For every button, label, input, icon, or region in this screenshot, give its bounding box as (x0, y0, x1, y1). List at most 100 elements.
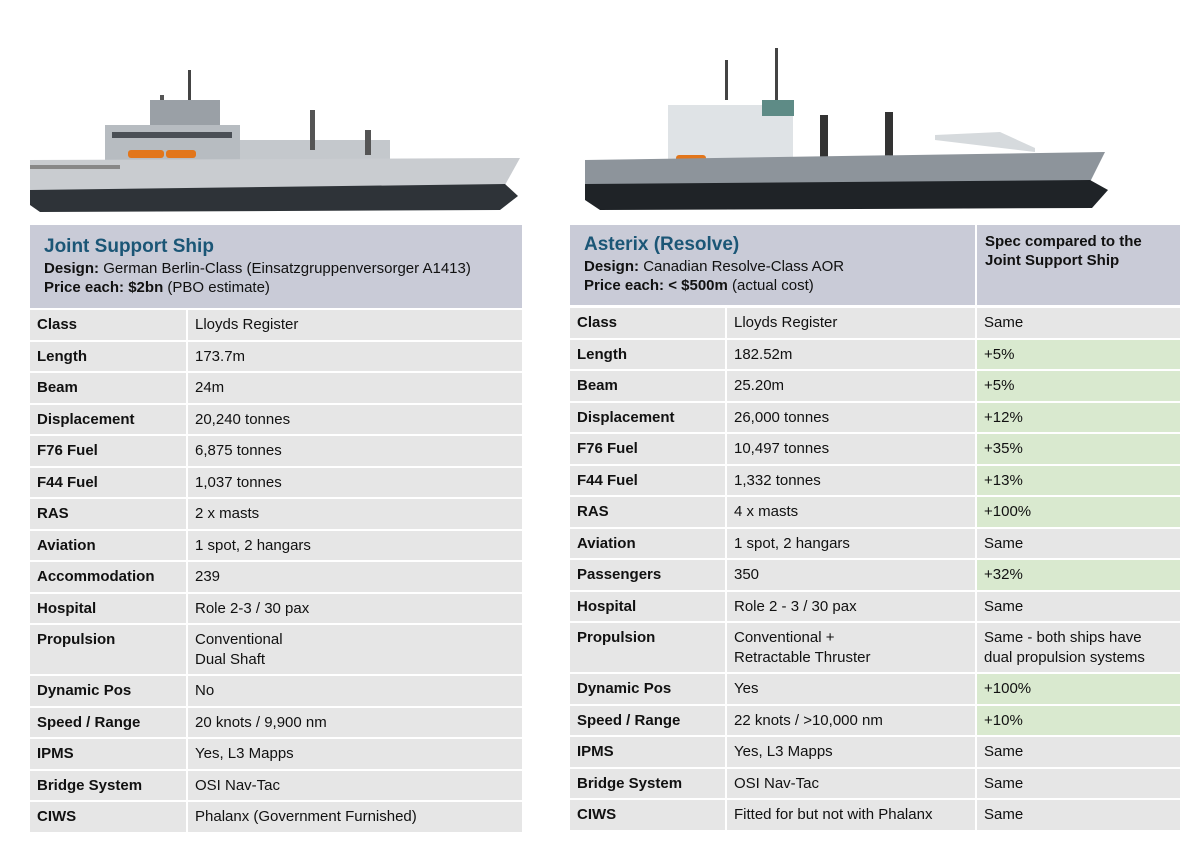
spec-label: IPMS (30, 739, 186, 769)
spec-label: F76 Fuel (30, 436, 186, 466)
comparison: +5% (977, 339, 1180, 369)
spec-row: Dynamic Pos Yes +100% (570, 674, 1180, 704)
price-line: Price each: < $500m (actual cost) (584, 276, 961, 295)
spec-row: Accommodation 239 (30, 562, 522, 592)
spec-row: Class Lloyds Register (30, 310, 522, 340)
spec-value: OSI Nav-Tac (727, 768, 975, 798)
spec-label: RAS (570, 497, 725, 527)
spec-label: Propulsion (570, 623, 725, 672)
spec-row: Speed / Range 20 knots / 9,900 nm (30, 707, 522, 737)
spec-label: Displacement (30, 404, 186, 434)
price: < $500m (668, 277, 728, 294)
spec-label: Beam (570, 371, 725, 401)
spec-label: CIWS (570, 800, 725, 830)
spec-value: 26,000 tonnes (727, 402, 975, 432)
comparison: Same (977, 768, 1180, 798)
comparison: Same (977, 591, 1180, 621)
spec-label: Class (30, 310, 186, 340)
spec-label: Class (570, 308, 725, 338)
left-ship (30, 70, 520, 212)
price-note: (PBO estimate) (167, 279, 270, 296)
spec-row: Bridge System OSI Nav-Tac Same (570, 768, 1180, 798)
spec-row: IPMS Yes, L3 Mapps Same (570, 737, 1180, 767)
comparison: Same (977, 800, 1180, 830)
comparison: +35% (977, 434, 1180, 464)
price-note: (actual cost) (732, 277, 814, 294)
spec-label: RAS (30, 499, 186, 529)
spec-value: Yes, L3 Mapps (727, 737, 975, 767)
spec-value: Lloyds Register (188, 310, 522, 340)
spec-label: Speed / Range (30, 707, 186, 737)
design: Canadian Resolve-Class AOR (643, 258, 845, 275)
spec-row: Class Lloyds Register Same (570, 308, 1180, 338)
spec-row: F76 Fuel 6,875 tonnes (30, 436, 522, 466)
spec-label: F44 Fuel (570, 465, 725, 495)
spec-label: Beam (30, 373, 186, 403)
spec-row: Displacement 20,240 tonnes (30, 404, 522, 434)
spec-row: CIWS Phalanx (Government Furnished) (30, 802, 522, 832)
spec-label: Aviation (30, 530, 186, 560)
spec-row: Bridge System OSI Nav-Tac (30, 770, 522, 800)
design: German Berlin-Class (Einsatzgruppenverso… (103, 260, 471, 277)
spec-value: Conventional + Retractable Thruster (727, 623, 975, 672)
spec-value: Fitted for but not with Phalanx (727, 800, 975, 830)
spec-value: 182.52m (727, 339, 975, 369)
spec-label: Accommodation (30, 562, 186, 592)
ship-title: Asterix (Resolve) (584, 234, 740, 255)
spec-label: F76 Fuel (570, 434, 725, 464)
spec-value: Yes (727, 674, 975, 704)
design-line: Design: Canadian Resolve-Class AOR (584, 257, 961, 276)
spec-label: Aviation (570, 528, 725, 558)
label: Design: (44, 260, 100, 277)
spec-row: Propulsion Conventional + Retractable Thr… (570, 623, 1180, 672)
spec-row: CIWS Fitted for but not with Phalanx Same (570, 800, 1180, 830)
spec-value: Yes, L3 Mapps (188, 739, 522, 769)
spec-row: F44 Fuel 1,037 tonnes (30, 467, 522, 497)
spec-label: Propulsion (30, 625, 186, 674)
right-header: Asterix (Resolve) Design: Canadian Resol… (570, 225, 975, 305)
design-line: Design: German Berlin-Class (Einsatzgrup… (44, 259, 508, 278)
ship-title: Joint Support Ship (44, 236, 214, 257)
spec-row: Propulsion Conventional Dual Shaft (30, 625, 522, 674)
spec-label: Speed / Range (570, 705, 725, 735)
spec-label: Dynamic Pos (30, 676, 186, 706)
spec-value: 173.7m (188, 341, 522, 371)
compare-header: Spec compared to the Joint Support Ship (977, 225, 1180, 305)
spec-row: Hospital Role 2 - 3 / 30 pax Same (570, 591, 1180, 621)
spec-row: F76 Fuel 10,497 tonnes +35% (570, 434, 1180, 464)
spec-value: 2 x masts (188, 499, 522, 529)
spec-row: Passengers 350 +32% (570, 560, 1180, 590)
right-ship (585, 48, 1108, 210)
spec-label: CIWS (30, 802, 186, 832)
spec-row: Speed / Range 22 knots / >10,000 nm +10% (570, 705, 1180, 735)
spec-value: Role 2-3 / 30 pax (188, 593, 522, 623)
label: Design: (584, 258, 640, 275)
spec-value: 1,037 tonnes (188, 467, 522, 497)
spec-value: OSI Nav-Tac (188, 770, 522, 800)
spec-label: F44 Fuel (30, 467, 186, 497)
spec-value: 4 x masts (727, 497, 975, 527)
label: Price each: (584, 277, 665, 294)
spec-row: Beam 24m (30, 373, 522, 403)
comparison: +10% (977, 705, 1180, 735)
spec-value: 25.20m (727, 371, 975, 401)
ship-illustrations (30, 48, 1108, 212)
comparison: Same - both ships have dual propulsion s… (977, 623, 1180, 672)
spec-value: Phalanx (Government Furnished) (188, 802, 522, 832)
spec-value: 24m (188, 373, 522, 403)
spec-row: IPMS Yes, L3 Mapps (30, 739, 522, 769)
comparison: Same (977, 528, 1180, 558)
comparison: +32% (977, 560, 1180, 590)
spec-label: Bridge System (30, 770, 186, 800)
price: $2bn (128, 279, 164, 296)
comparison: Same (977, 737, 1180, 767)
spec-row: F44 Fuel 1,332 tonnes +13% (570, 465, 1180, 495)
spec-row: Beam 25.20m +5% (570, 371, 1180, 401)
comparison: +13% (977, 465, 1180, 495)
spec-label: Bridge System (570, 768, 725, 798)
left-table: Class Lloyds Register Length 173.7m Beam 24m D… (30, 310, 522, 832)
spec-row: Length 182.52m +5% (570, 339, 1180, 369)
spec-value: No (188, 676, 522, 706)
spec-row: Dynamic Pos No (30, 676, 522, 706)
spec-row: RAS 2 x masts (30, 499, 522, 529)
